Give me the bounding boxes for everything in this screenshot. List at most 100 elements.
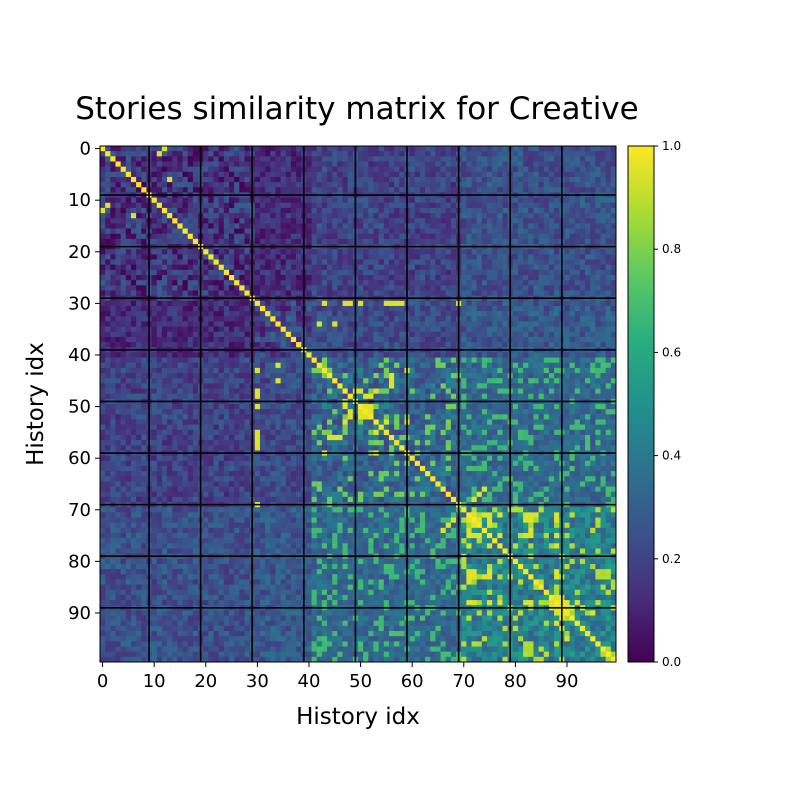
heatmap-cell xyxy=(296,259,302,266)
heatmap-cell xyxy=(167,254,173,260)
heatmap-cell xyxy=(208,249,214,255)
heatmap-cell xyxy=(574,238,581,245)
heatmap-cell xyxy=(414,197,421,204)
heatmap-cell xyxy=(167,378,173,384)
heatmap-cell xyxy=(528,378,534,384)
heatmap-cell xyxy=(254,290,261,297)
heatmap-cell xyxy=(368,373,374,379)
heatmap-cell xyxy=(177,249,183,255)
heatmap-cell xyxy=(564,146,570,152)
heatmap-cell xyxy=(187,182,194,188)
heatmap-cell xyxy=(337,305,343,312)
heatmap-cell xyxy=(285,326,292,333)
heatmap-cell xyxy=(610,367,617,374)
heatmap-cell xyxy=(213,326,220,333)
heatmap-cell xyxy=(373,249,380,255)
heatmap-cell xyxy=(172,373,178,379)
heatmap-cell xyxy=(347,321,354,327)
heatmap-cell xyxy=(461,228,467,235)
heatmap-cell xyxy=(105,367,111,374)
heatmap-cell xyxy=(244,305,251,312)
heatmap-cell xyxy=(466,223,472,229)
heatmap-cell xyxy=(502,316,509,322)
heatmap-cell xyxy=(213,238,220,245)
heatmap-cell xyxy=(450,342,457,348)
heatmap-cell xyxy=(327,326,333,333)
heatmap-cell xyxy=(161,305,168,312)
heatmap-cell xyxy=(358,336,364,343)
heatmap-cell xyxy=(151,233,158,240)
heatmap-cell xyxy=(244,316,251,322)
heatmap-cell xyxy=(492,213,498,219)
heatmap-cell xyxy=(192,182,199,188)
heatmap-cell xyxy=(254,326,261,333)
heatmap-cell xyxy=(306,331,312,338)
heatmap-cell xyxy=(445,285,452,291)
heatmap-cell xyxy=(177,383,183,389)
heatmap-cell xyxy=(585,254,591,260)
heatmap-cell xyxy=(187,393,194,400)
heatmap-cell xyxy=(182,393,189,400)
heatmap-cell xyxy=(234,311,240,317)
heatmap-cell xyxy=(492,218,498,224)
heatmap-cell xyxy=(347,151,354,157)
heatmap-cell xyxy=(394,300,400,307)
heatmap-cell xyxy=(115,336,122,343)
heatmap-cell xyxy=(394,342,400,348)
heatmap-cell xyxy=(517,326,524,333)
heatmap-cell xyxy=(100,223,106,229)
heatmap-cell xyxy=(358,223,364,229)
heatmap-cell xyxy=(285,378,292,384)
heatmap-cell xyxy=(172,342,178,348)
heatmap-cell xyxy=(161,378,168,384)
heatmap-cell xyxy=(265,326,271,333)
heatmap-cell xyxy=(585,357,591,364)
heatmap-cell xyxy=(244,249,251,255)
heatmap-cell xyxy=(358,352,364,358)
heatmap-cell xyxy=(280,249,287,255)
heatmap-cell xyxy=(203,218,209,224)
heatmap-cell xyxy=(528,249,534,255)
heatmap-cell xyxy=(378,311,385,317)
heatmap-cell xyxy=(223,161,230,168)
heatmap-cell xyxy=(347,238,354,245)
heatmap-cell xyxy=(167,285,173,291)
heatmap-cell xyxy=(120,362,127,369)
heatmap-cell xyxy=(461,249,467,255)
heatmap-cell xyxy=(327,197,333,204)
heatmap-cell xyxy=(321,300,328,307)
heatmap-cell xyxy=(363,223,369,229)
heatmap-cell xyxy=(373,285,380,291)
heatmap-cell xyxy=(414,176,421,183)
heatmap-cell xyxy=(605,233,612,240)
heatmap-cell xyxy=(497,254,503,260)
heatmap-cell xyxy=(595,383,601,389)
heatmap-cell xyxy=(425,388,431,395)
heatmap-cell xyxy=(316,383,323,389)
heatmap-cell xyxy=(466,373,472,379)
heatmap-cell xyxy=(579,269,586,276)
heatmap-cell xyxy=(311,388,318,395)
heatmap-cell xyxy=(388,264,395,271)
heatmap-cell xyxy=(430,259,436,266)
heatmap-cell xyxy=(136,300,142,307)
heatmap-cell xyxy=(208,373,214,379)
heatmap-cell xyxy=(590,213,596,219)
heatmap-cell xyxy=(337,300,343,307)
heatmap-cell xyxy=(275,373,281,379)
heatmap-cell xyxy=(244,176,251,183)
heatmap-cell xyxy=(497,223,503,229)
heatmap-cell xyxy=(538,321,545,327)
heatmap-cell xyxy=(502,249,509,255)
heatmap-cell xyxy=(523,300,529,307)
heatmap-cell xyxy=(383,264,390,271)
heatmap-cell xyxy=(497,249,503,255)
heatmap-cell xyxy=(533,202,539,209)
heatmap-cell xyxy=(450,264,457,271)
heatmap-cell xyxy=(130,151,137,157)
heatmap-cell xyxy=(554,352,560,358)
heatmap-cell xyxy=(512,146,519,152)
heatmap-cell xyxy=(487,373,493,379)
heatmap-cell xyxy=(316,373,323,379)
heatmap-cell xyxy=(368,202,374,209)
